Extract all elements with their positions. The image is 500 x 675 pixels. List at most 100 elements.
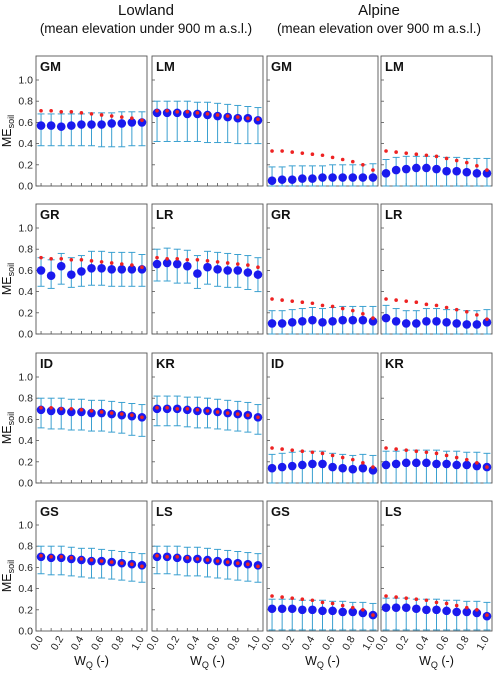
red-point — [414, 597, 419, 601]
mean-point — [462, 167, 472, 177]
x-axis-label-main: W — [74, 654, 86, 668]
mean-point — [287, 604, 297, 614]
red-point — [361, 461, 365, 465]
y-axis-label-sub: soil — [6, 263, 16, 277]
mean-point — [67, 270, 76, 279]
red-point — [444, 305, 449, 310]
mean-point — [472, 320, 482, 329]
x-tick-label: 0.6 — [205, 634, 223, 653]
mean-point — [277, 175, 287, 184]
x-axis-label-main: W — [419, 654, 431, 668]
red-point — [130, 413, 134, 417]
mean-point — [391, 603, 401, 612]
y-tick-label: 0.0 — [18, 329, 33, 341]
y-tick-label: 0.8 — [18, 541, 33, 553]
mean-point — [277, 604, 287, 614]
mean-point — [422, 458, 431, 468]
red-point — [320, 303, 325, 308]
mean-point — [381, 168, 391, 178]
red-point — [246, 562, 250, 567]
x-tick-label: 0.4 — [414, 634, 432, 653]
panel-label: ID — [40, 356, 53, 371]
mean-point — [462, 607, 472, 617]
red-point — [320, 600, 325, 605]
mean-point — [348, 315, 358, 325]
panel-label: KR — [156, 356, 175, 371]
red-point — [340, 157, 345, 162]
mean-point — [338, 607, 347, 617]
y-tick-label: 0.4 — [18, 286, 33, 298]
y-tick-label: 0.0 — [18, 478, 33, 490]
mean-point — [77, 407, 86, 417]
red-point — [485, 613, 489, 617]
mean-point — [107, 119, 116, 128]
red-point — [235, 115, 240, 119]
red-point — [434, 600, 439, 605]
red-point — [130, 562, 134, 567]
mean-point — [348, 173, 358, 182]
mean-point — [243, 268, 253, 277]
mean-point — [277, 462, 287, 472]
mean-point — [298, 460, 307, 470]
x-tick-label: 0.2 — [165, 634, 183, 653]
red-point — [79, 111, 84, 115]
mean-point — [127, 265, 137, 274]
red-point — [185, 110, 190, 114]
mean-point — [267, 319, 277, 328]
red-point — [195, 111, 200, 115]
mean-point — [358, 463, 368, 473]
y-tick-label: 0.8 — [18, 244, 33, 256]
red-point — [475, 608, 479, 612]
mean-point — [137, 118, 147, 127]
panel-label: ID — [271, 356, 284, 371]
red-point — [330, 601, 335, 606]
red-point — [384, 297, 388, 301]
mean-point — [432, 316, 441, 326]
mean-point — [328, 606, 337, 616]
y-axis-label: MEsoil — [0, 560, 16, 592]
mean-point — [401, 458, 411, 468]
red-point — [475, 461, 479, 465]
mean-point — [472, 461, 482, 471]
mean-point — [77, 120, 86, 129]
red-point — [350, 457, 355, 462]
red-point — [235, 561, 240, 565]
red-point — [434, 303, 439, 308]
x-axis-label: WQ (-) — [419, 654, 454, 670]
red-point — [79, 408, 84, 412]
red-point — [384, 446, 388, 450]
red-point — [89, 409, 94, 413]
mean-point — [46, 271, 56, 281]
mean-point — [152, 108, 162, 118]
mean-point — [183, 261, 192, 271]
red-point — [414, 152, 419, 156]
mean-point — [442, 318, 451, 327]
red-point — [49, 555, 53, 559]
red-point — [394, 150, 398, 154]
alpine-title: Alpine — [358, 2, 400, 19]
red-point — [140, 415, 144, 420]
mean-point — [422, 605, 431, 615]
red-point — [444, 156, 449, 161]
mean-point — [36, 405, 46, 415]
red-point — [59, 256, 64, 261]
mean-point — [452, 166, 461, 176]
red-point — [464, 160, 469, 165]
red-point — [119, 115, 124, 119]
mean-point — [253, 270, 263, 279]
red-point — [130, 263, 134, 267]
panel-label: GS — [40, 504, 59, 519]
mean-point — [381, 460, 391, 470]
red-point — [175, 555, 180, 559]
mean-point — [46, 406, 56, 416]
mean-point — [412, 163, 421, 173]
mean-point — [381, 313, 391, 323]
mean-point — [298, 174, 307, 183]
mean-point — [308, 605, 317, 615]
y-tick-label: 1.0 — [18, 520, 33, 532]
mean-point — [298, 316, 307, 326]
mean-point — [391, 459, 401, 469]
red-point — [225, 114, 230, 118]
panel-lowland-ls: LS0.0 0.2 0.4 0.6 0.8 1.0WQ (-) — [144, 500, 264, 670]
red-point — [140, 265, 144, 270]
